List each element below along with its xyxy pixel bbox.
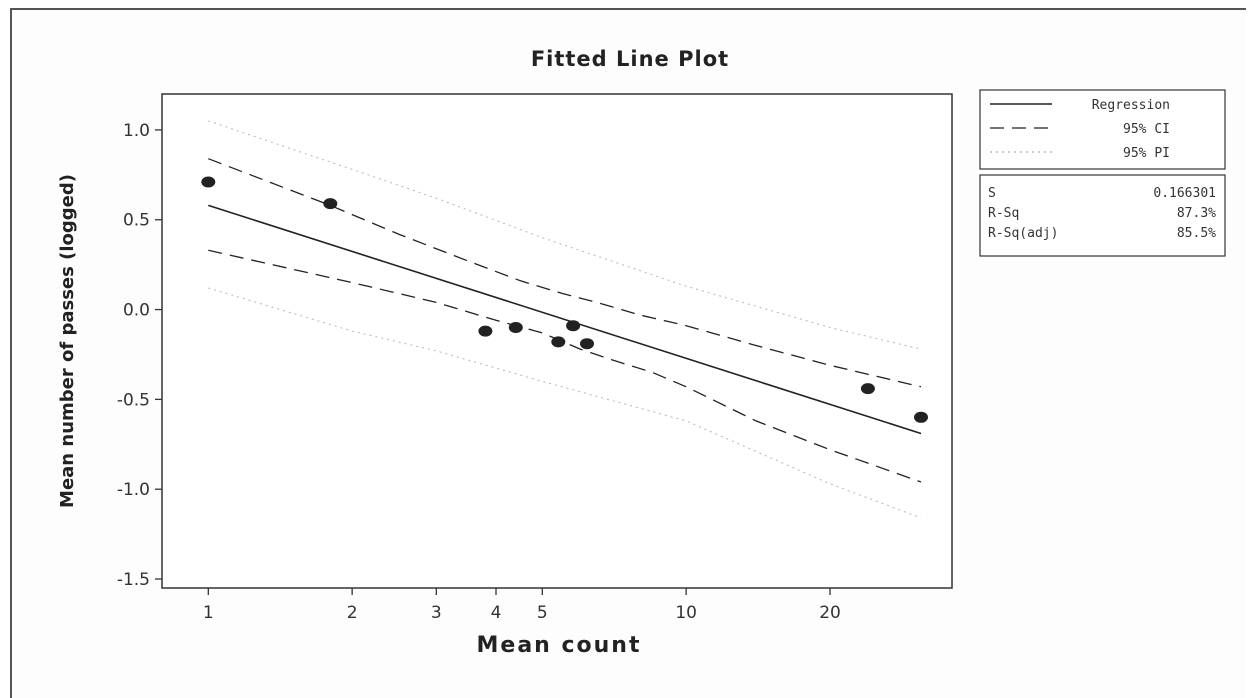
data-point [914,411,928,423]
stat-value: 87.3% [1177,206,1216,221]
data-point [551,336,566,348]
series-95-pi [208,120,922,519]
stats-box: S 0.166301 R-Sq 87.3% R-Sq(adj) 85.5% [979,174,1226,257]
stat-value: 85.5% [1177,226,1216,241]
series-regression [208,204,922,435]
stats-box-frame [979,174,1226,257]
legend-label: 95% CI [1123,122,1170,137]
legend-box [979,89,1226,170]
data-point [478,325,493,337]
95-pi-upper-line [208,120,922,350]
chart-title: Fitted Line Plot [531,47,729,71]
95-ci-upper-line [208,158,922,388]
y-axis-label: Mean number of passes (logged) [57,174,78,508]
data-point [566,320,581,332]
regression-line [208,204,922,435]
stat-label: R-Sq [988,206,1019,221]
y-tick-label: -1.0 [117,480,150,500]
x-tick-label: 1 [203,603,214,623]
95-pi-lower-line [208,287,922,519]
data-point [508,322,523,333]
stat-value: 0.166301 [1153,186,1216,201]
y-tick-label: -1.5 [117,570,150,590]
x-tick-label: 20 [819,603,841,623]
fitted-line-plot: Fitted Line Plot 1 2 3 4 5 10 20 1.0 0.5 0.0 -0.5… [57,47,1226,658]
legend-label: Regression [1092,98,1170,113]
x-tick-label: 3 [431,603,442,623]
stat-label: S [988,186,996,201]
x-tick-label: 4 [491,603,502,623]
data-points [201,176,928,423]
y-tick-label: 0.0 [123,301,150,321]
x-tick-label: 10 [675,603,697,623]
x-axis-label: Mean count [477,633,642,658]
legend-label: 95% PI [1123,146,1170,161]
data-point [580,338,594,350]
data-point [323,198,338,210]
x-tick-label: 5 [537,603,548,623]
series-95-ci [208,158,922,483]
data-point [860,383,875,395]
stat-label: R-Sq(adj) [988,226,1058,241]
y-tick-label: 0.5 [123,211,150,231]
95-ci-lower-line [208,249,922,483]
stats-entries: S 0.166301 R-Sq 87.3% R-Sq(adj) 85.5% [988,186,1216,241]
x-axis-ticks: 1 2 3 4 5 10 20 [203,588,841,623]
y-tick-label: 1.0 [123,121,150,141]
y-axis-ticks: 1.0 0.5 0.0 -0.5 -1.0 -1.5 [117,121,162,590]
data-point [201,176,216,188]
x-tick-label: 2 [347,603,358,623]
y-tick-label: -0.5 [117,390,150,410]
legend-entries: Regression 95% CI 95% PI [990,98,1170,161]
legend: Regression 95% CI 95% PI [979,89,1226,170]
